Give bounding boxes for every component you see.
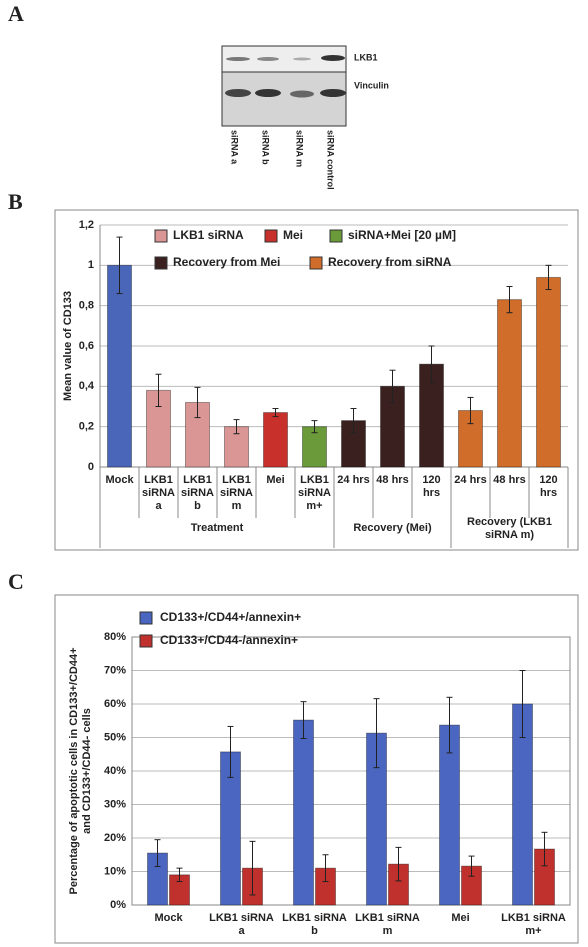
y-tick-label: 1 xyxy=(88,259,94,271)
western-blot xyxy=(221,45,347,127)
blot-row-label: LKB1 xyxy=(354,52,378,62)
y-tick-label: 20% xyxy=(104,832,126,844)
x-tick-label: LKB1 siRNA m+ xyxy=(298,474,331,512)
y-axis-label: Percentage of apoptotic cells in CD133+/… xyxy=(68,648,93,895)
band xyxy=(257,57,279,61)
lane-label: siRNA m xyxy=(295,130,305,167)
x-tick-label: 24 hrs xyxy=(337,474,369,486)
legend-swatch xyxy=(329,229,343,243)
legend-swatch xyxy=(154,256,168,270)
lane-label: siRNA a xyxy=(230,130,240,165)
y-tick-label: 40% xyxy=(104,765,126,777)
bar xyxy=(536,276,561,468)
y-tick-label: 80% xyxy=(104,631,126,643)
legend-label: Recovery from siRNA xyxy=(328,255,452,269)
x-tick-label: 48 hrs xyxy=(376,474,408,486)
x-tick-label: LKB1 siRNA m xyxy=(355,912,420,937)
x-tick-label: LKB1 siRNA b xyxy=(282,912,347,937)
y-tick-label: 0,8 xyxy=(79,300,94,312)
bar xyxy=(107,264,132,468)
chart-frame xyxy=(54,594,579,944)
x-tick-label: Mock xyxy=(105,474,134,486)
bar xyxy=(497,299,522,468)
group-label: Recovery (Mei) xyxy=(353,522,432,534)
x-tick-label: LKB1 siRNA a xyxy=(209,912,274,937)
x-tick-label: Mei xyxy=(266,474,284,486)
legend-swatch xyxy=(139,611,153,625)
legend-label: LKB1 siRNA xyxy=(173,228,244,242)
legend-swatch xyxy=(154,229,168,243)
bar xyxy=(293,719,314,906)
bar xyxy=(302,426,327,468)
panel-label: A xyxy=(8,1,24,26)
x-tick-label: LKB1 siRNA m xyxy=(220,474,253,512)
x-tick-label: 120 hrs xyxy=(539,474,557,499)
legend-label: CD133+/CD44-/annexin+ xyxy=(160,633,298,647)
lane-label: siRNA control xyxy=(326,130,336,190)
bar xyxy=(263,412,288,468)
x-tick-label: LKB1 siRNA b xyxy=(181,474,214,512)
y-tick-label: 60% xyxy=(104,698,126,710)
legend-label: Recovery from Mei xyxy=(173,255,280,269)
band xyxy=(290,90,314,98)
x-tick-label: 120 hrs xyxy=(422,474,440,499)
x-tick-label: Mei xyxy=(451,912,469,924)
y-tick-label: 0% xyxy=(110,899,126,911)
band xyxy=(225,89,251,97)
blot-row-label: Vinculin xyxy=(354,80,389,90)
blot-strip xyxy=(221,71,347,127)
x-tick-label: LKB1 siRNA m+ xyxy=(501,912,566,937)
y-tick-label: 1,2 xyxy=(79,219,94,231)
x-tick-label: Mock xyxy=(154,912,183,924)
y-tick-label: 30% xyxy=(104,798,126,810)
legend-label: siRNA+Mei [20 µM] xyxy=(348,228,456,242)
band xyxy=(320,89,346,97)
band xyxy=(255,89,281,97)
plot-frame xyxy=(131,636,571,906)
y-tick-label: 70% xyxy=(104,664,126,676)
chart-frame xyxy=(54,209,579,551)
y-tick-label: 0 xyxy=(88,461,94,473)
panel-label: B xyxy=(8,189,23,214)
x-tick-label: LKB1 siRNA a xyxy=(142,474,175,512)
x-tick-label: 48 hrs xyxy=(493,474,525,486)
legend-label: Mei xyxy=(283,228,303,242)
panel-label: C xyxy=(8,569,24,594)
band xyxy=(321,55,345,61)
y-tick-label: 50% xyxy=(104,731,126,743)
x-tick-label: 24 hrs xyxy=(454,474,486,486)
y-axis-label: Mean value of CD133 xyxy=(62,291,74,401)
legend-swatch xyxy=(309,256,323,270)
group-label: Treatment xyxy=(191,522,244,534)
y-tick-label: 0,4 xyxy=(79,380,95,392)
group-label: Recovery (LKB1 siRNA m) xyxy=(467,516,552,541)
y-tick-label: 10% xyxy=(104,865,126,877)
band xyxy=(226,57,250,61)
y-tick-label: 0,2 xyxy=(79,421,94,433)
legend-swatch xyxy=(139,634,153,648)
legend-label: CD133+/CD44+/annexin+ xyxy=(160,610,301,624)
y-tick-label: 0,6 xyxy=(79,340,94,352)
lane-label: siRNA b xyxy=(261,130,271,165)
band xyxy=(293,57,311,61)
legend-swatch xyxy=(264,229,278,243)
